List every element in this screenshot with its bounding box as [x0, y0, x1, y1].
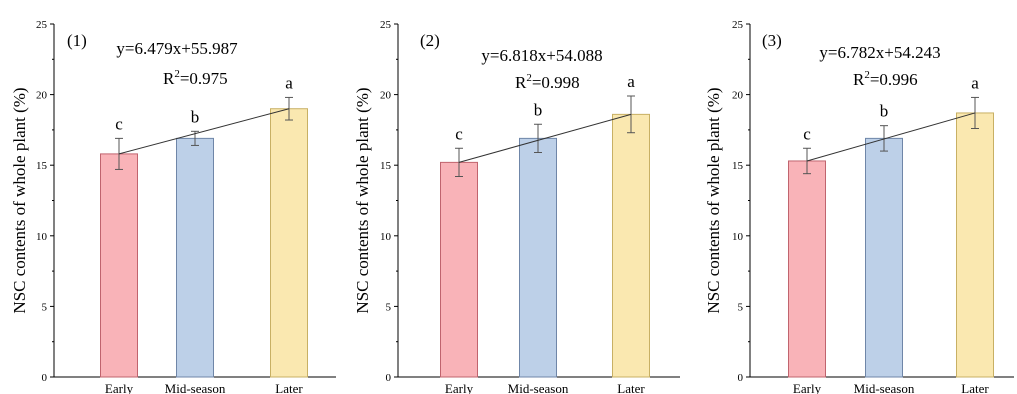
y-tick-label: 20 — [380, 90, 392, 102]
r-squared-label: R2=0.975 — [163, 68, 228, 88]
significance-letter: b — [534, 100, 543, 119]
regression-equation: y=6.782x+54.243 — [819, 43, 940, 62]
y-tick-label: 0 — [386, 372, 392, 384]
x-tick-label: Mid-season — [854, 381, 915, 394]
y-tick-label: 10 — [36, 231, 48, 243]
bar-later — [612, 113, 650, 378]
x-tick-label: Early — [445, 381, 474, 394]
r-squared-symbol: R — [515, 73, 527, 92]
x-tick-label: Later — [961, 381, 989, 394]
y-tick-label: 25 — [732, 19, 744, 31]
bar-early — [440, 161, 478, 378]
r-squared-value: =0.975 — [180, 69, 228, 88]
y-tick-label: 5 — [42, 301, 48, 313]
r-squared-label: R2=0.996 — [853, 69, 918, 89]
bar-early — [788, 160, 826, 378]
r-squared-superscript: 2 — [864, 69, 870, 81]
r-squared-superscript: 2 — [526, 72, 532, 84]
y-tick-label: 25 — [380, 19, 392, 31]
panel-label: (1) — [67, 31, 87, 50]
trend-line — [458, 113, 632, 163]
y-axis-label: NSC contents of whole plant (%) — [353, 87, 372, 313]
x-tick-label: Later — [617, 381, 645, 394]
x-tick-label: Later — [275, 381, 303, 394]
significance-letter: a — [971, 73, 979, 92]
y-tick-label: 20 — [36, 90, 48, 102]
significance-letter: b — [880, 102, 889, 121]
significance-letter: b — [191, 107, 200, 126]
y-tick-label: 25 — [36, 19, 48, 31]
y-tick-label: 15 — [36, 160, 48, 172]
x-tick-label: Early — [793, 381, 822, 394]
chart-panel-1: 0 5 10 15 20 25 NSC contents of whole plant (%… — [10, 19, 336, 394]
panel-label: (3) — [762, 31, 782, 50]
regression-equation: y=6.818x+54.088 — [481, 46, 602, 65]
trend-line — [806, 112, 976, 162]
r-squared-value: =0.996 — [870, 70, 918, 89]
y-tick-label: 5 — [386, 301, 392, 313]
x-tick-label: Mid-season — [508, 381, 569, 394]
y-tick-label: 0 — [42, 372, 48, 384]
bar-early — [100, 153, 138, 378]
r-squared-value: =0.998 — [532, 73, 580, 92]
y-tick-label: 10 — [732, 231, 744, 243]
r-squared-symbol: R — [853, 70, 865, 89]
bar-mid-season — [519, 137, 557, 378]
panel-label: (2) — [420, 31, 440, 50]
y-axis-label: NSC contents of whole plant (%) — [10, 87, 29, 313]
y-axis-label: NSC contents of whole plant (%) — [704, 87, 723, 313]
bar-mid-season — [865, 137, 903, 378]
y-tick-label: 10 — [380, 231, 392, 243]
y-tick-label: 15 — [732, 160, 744, 172]
r-squared-superscript: 2 — [174, 68, 180, 80]
y-tick-label: 0 — [738, 372, 744, 384]
significance-letter: c — [803, 124, 811, 143]
x-tick-label: Mid-season — [165, 381, 226, 394]
chart-panel-2: 0 5 10 15 20 25 NSC contents of whole plant (%… — [353, 19, 680, 394]
significance-letter: a — [285, 73, 293, 92]
bar-mid-season — [176, 137, 214, 378]
bar-later — [956, 112, 994, 378]
chart-panel-3: 0 5 10 15 20 25 NSC contents of whole plant (%… — [704, 19, 1014, 394]
y-tick-label: 15 — [380, 160, 392, 172]
trend-line — [118, 108, 290, 155]
r-squared-symbol: R — [163, 69, 175, 88]
r-squared-label: R2=0.998 — [515, 72, 580, 92]
y-tick-label: 5 — [738, 301, 744, 313]
bar-later — [270, 108, 308, 378]
y-tick-label: 20 — [732, 90, 744, 102]
regression-equation: y=6.479x+55.987 — [116, 39, 238, 58]
x-tick-label: Early — [105, 381, 134, 394]
significance-letter: c — [115, 114, 123, 133]
significance-letter: c — [455, 124, 463, 143]
significance-letter: a — [627, 72, 635, 91]
